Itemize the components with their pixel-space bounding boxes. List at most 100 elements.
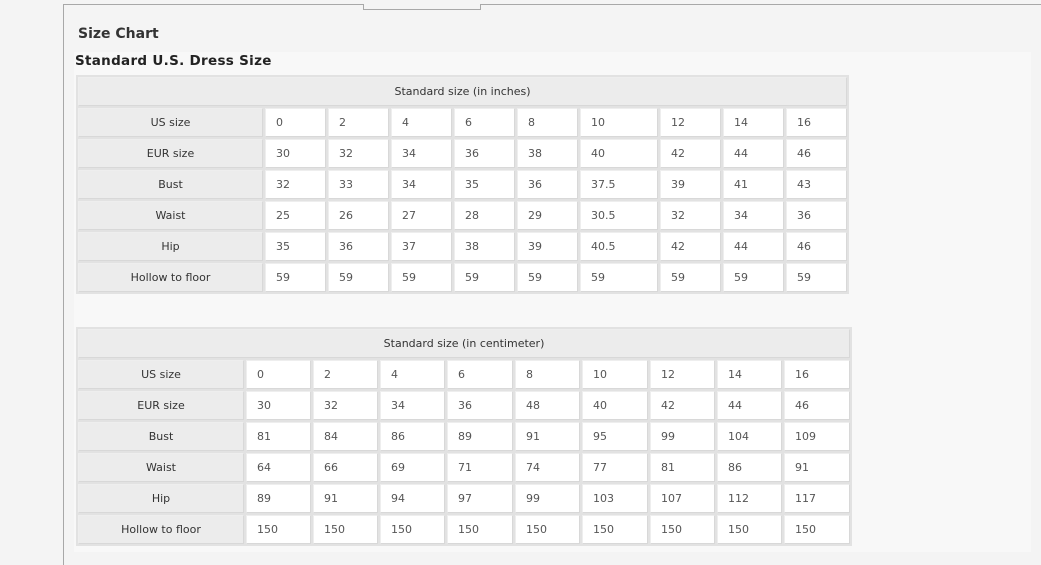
table-row: US size 0 2 4 6 8 10 12 14 16 xyxy=(78,108,848,137)
table-cell: 26 xyxy=(328,201,389,230)
table-cell: 86 xyxy=(380,422,445,451)
table-cell: 32 xyxy=(265,170,326,199)
table-cell: 8 xyxy=(515,360,580,389)
row-label: Bust xyxy=(78,170,263,199)
table-cell: 37 xyxy=(391,232,452,261)
table-cell: 32 xyxy=(660,201,721,230)
table-cell: 150 xyxy=(515,515,580,544)
table-cell: 0 xyxy=(265,108,326,137)
table-cell: 99 xyxy=(515,484,580,513)
table-cell: 2 xyxy=(313,360,378,389)
table-cell: 59 xyxy=(786,263,848,292)
table-cell: 91 xyxy=(515,422,580,451)
table-cell: 95 xyxy=(582,422,648,451)
table-header-row: Standard size (in centimeter) xyxy=(78,329,851,358)
table-cell: 59 xyxy=(454,263,515,292)
table-row: Waist 64 66 69 71 74 77 81 86 91 xyxy=(78,453,851,482)
table-row: Bust 81 84 86 89 91 95 99 104 109 xyxy=(78,422,851,451)
table-row: US size 0 2 4 6 8 10 12 14 16 xyxy=(78,360,851,389)
table-cell: 150 xyxy=(447,515,513,544)
table-cell: 36 xyxy=(786,201,848,230)
table-cell: 34 xyxy=(391,170,452,199)
table-cell: 94 xyxy=(380,484,445,513)
table-row: Bust 32 33 34 35 36 37.5 39 41 43 xyxy=(78,170,848,199)
table-row: Hollow to floor 59 59 59 59 59 59 59 59 59 xyxy=(78,263,848,292)
row-label: Hip xyxy=(78,232,263,261)
table-cell: 59 xyxy=(265,263,326,292)
table-cell: 28 xyxy=(454,201,515,230)
table-cell: 150 xyxy=(650,515,715,544)
table-cell: 66 xyxy=(313,453,378,482)
table-cell: 42 xyxy=(650,391,715,420)
table-header-row: Standard size (in inches) xyxy=(78,77,848,106)
table-cell: 81 xyxy=(650,453,715,482)
table-cell: 41 xyxy=(723,170,784,199)
table-cell: 77 xyxy=(582,453,648,482)
table-cell: 46 xyxy=(784,391,851,420)
table-cell: 14 xyxy=(723,108,784,137)
table-cell: 44 xyxy=(723,139,784,168)
table-cell: 39 xyxy=(660,170,721,199)
table-cell: 4 xyxy=(380,360,445,389)
table-cell: 40.5 xyxy=(580,232,658,261)
table-cell: 27 xyxy=(391,201,452,230)
row-label: Bust xyxy=(78,422,244,451)
table-cell: 89 xyxy=(246,484,311,513)
table-row: Hip 35 36 37 38 39 40.5 42 44 46 xyxy=(78,232,848,261)
table-cell: 112 xyxy=(717,484,782,513)
table-cell: 42 xyxy=(660,232,721,261)
table-cell: 6 xyxy=(454,108,515,137)
table-cell: 35 xyxy=(265,232,326,261)
row-label: EUR size xyxy=(78,139,263,168)
table-cell: 34 xyxy=(723,201,784,230)
table-cell: 38 xyxy=(517,139,578,168)
row-label: US size xyxy=(78,360,244,389)
table-row: Hollow to floor 150 150 150 150 150 150 150 150 1… xyxy=(78,515,851,544)
table-caption: Standard size (in inches) xyxy=(78,77,848,106)
tab[interactable] xyxy=(363,4,481,10)
table-row: Hip 89 91 94 97 99 103 107 112 117 xyxy=(78,484,851,513)
table-cell: 36 xyxy=(454,139,515,168)
table-cell: 150 xyxy=(380,515,445,544)
row-label: Hip xyxy=(78,484,244,513)
table-cell: 36 xyxy=(328,232,389,261)
table-cell: 42 xyxy=(660,139,721,168)
table-cell: 74 xyxy=(515,453,580,482)
table-cell: 48 xyxy=(515,391,580,420)
table-cell: 40 xyxy=(580,139,658,168)
table-cell: 43 xyxy=(786,170,848,199)
table-cell: 25 xyxy=(265,201,326,230)
table-cell: 84 xyxy=(313,422,378,451)
size-table-centimeter: Standard size (in centimeter) US size 0 2 4 6… xyxy=(76,327,853,546)
table-cell: 150 xyxy=(784,515,851,544)
table-cell: 59 xyxy=(580,263,658,292)
table-cell: 91 xyxy=(313,484,378,513)
table-cell: 97 xyxy=(447,484,513,513)
table-cell: 4 xyxy=(391,108,452,137)
table-cell: 37.5 xyxy=(580,170,658,199)
table-cell: 89 xyxy=(447,422,513,451)
row-label: Hollow to floor xyxy=(78,515,244,544)
table-cell: 103 xyxy=(582,484,648,513)
table-cell: 59 xyxy=(660,263,721,292)
table-cell: 107 xyxy=(650,484,715,513)
row-label: Hollow to floor xyxy=(78,263,263,292)
section-title: Standard U.S. Dress Size xyxy=(75,53,272,69)
table-cell: 59 xyxy=(517,263,578,292)
table-row: EUR size 30 32 34 36 48 40 42 44 46 xyxy=(78,391,851,420)
table-cell: 150 xyxy=(246,515,311,544)
table-cell: 34 xyxy=(380,391,445,420)
table-cell: 40 xyxy=(582,391,648,420)
table-cell: 81 xyxy=(246,422,311,451)
table-cell: 117 xyxy=(784,484,851,513)
table-cell: 12 xyxy=(660,108,721,137)
row-label: Waist xyxy=(78,201,263,230)
table-row: EUR size 30 32 34 36 38 40 42 44 46 xyxy=(78,139,848,168)
table-cell: 0 xyxy=(246,360,311,389)
table-cell: 36 xyxy=(517,170,578,199)
table-cell: 32 xyxy=(328,139,389,168)
table-cell: 59 xyxy=(328,263,389,292)
table-row: Waist 25 26 27 28 29 30.5 32 34 36 xyxy=(78,201,848,230)
table-cell: 29 xyxy=(517,201,578,230)
table-cell: 46 xyxy=(786,232,848,261)
